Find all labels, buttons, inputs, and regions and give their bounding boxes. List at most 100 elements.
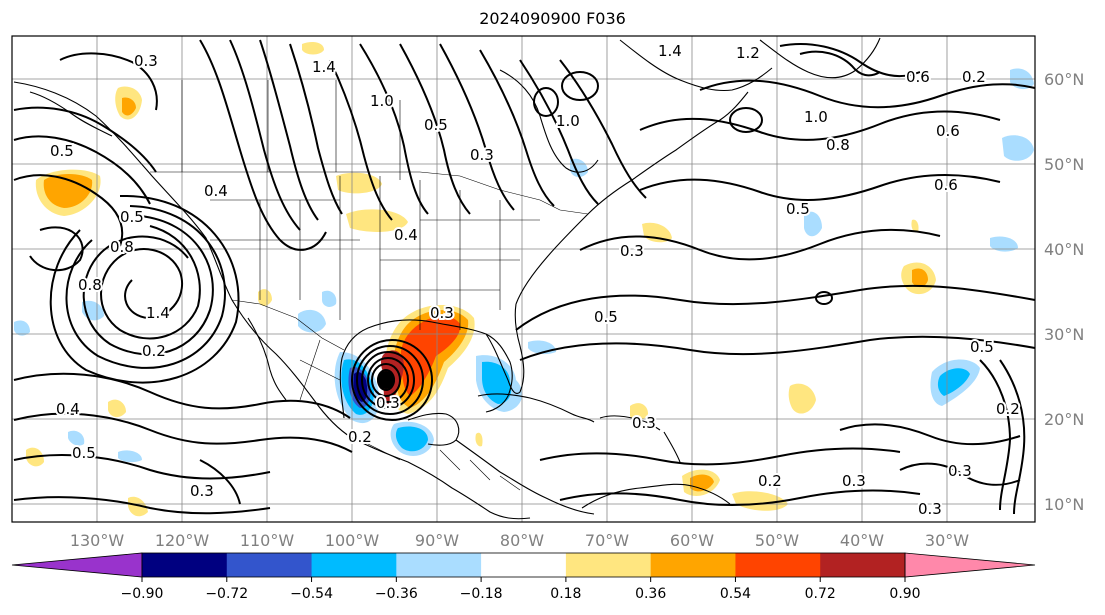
- border-mexico-states: [299, 339, 401, 461]
- colorbar-tick-label: −0.54: [290, 586, 333, 602]
- contour-label: 0.3: [918, 500, 942, 518]
- shade-pos-pac1: [108, 399, 126, 418]
- lat-label: 10°N: [1044, 495, 1084, 514]
- colorbar-tick-label: −0.90: [121, 586, 164, 602]
- shade-pos-se1: [630, 403, 648, 421]
- shade-neg-ne2: [1002, 135, 1034, 161]
- colorbar-segment: [396, 553, 482, 577]
- contour-label: 0.5: [72, 444, 96, 462]
- contour-label: 0.6: [906, 68, 930, 86]
- shade-neg-pac: [14, 320, 30, 336]
- contour-label: 0.3: [632, 414, 656, 432]
- contour-label: 0.8: [110, 238, 134, 256]
- contour-labels: 0.3 1.4 1.0 0.5 1.0 0.3 1.4 1.2 0.6 0.2 …: [48, 40, 1022, 520]
- contour-label: 1.0: [804, 108, 828, 126]
- shade-neg-atl2b: [937, 368, 970, 396]
- coast-hudson: [499, 69, 599, 173]
- lon-label: 130°W: [70, 531, 125, 550]
- shade-neg-atl1: [804, 211, 822, 237]
- contour-label: 0.3: [842, 472, 866, 490]
- contour-label: 0.3: [430, 304, 454, 322]
- border-us-mexico: [231, 299, 345, 351]
- shade-pos-atl3: [788, 383, 816, 414]
- contour-label: 0.6: [934, 176, 958, 194]
- coast-alaska: [29, 91, 113, 137]
- contour-label: 0.4: [56, 400, 80, 418]
- coast-central-america: [455, 439, 595, 515]
- shade-pos-nw1-orange: [43, 174, 93, 208]
- colorbar-tick-label: 0.90: [889, 586, 920, 602]
- shade-neg-campeche: [395, 426, 428, 452]
- contour-label: 0.2: [962, 68, 986, 86]
- contour-label: 0.3: [948, 462, 972, 480]
- lat-label: 20°N: [1044, 410, 1084, 429]
- lon-label: 40°W: [840, 531, 884, 550]
- border-us-states-2: [380, 219, 540, 291]
- lon-label: 60°W: [670, 531, 714, 550]
- shade-pos-pac3: [128, 496, 148, 517]
- colorbar-segment: [650, 553, 736, 577]
- contour-label: 0.4: [204, 182, 228, 200]
- lon-label: 30°W: [925, 531, 969, 550]
- map-frame: [11, 35, 1036, 523]
- colorbar-segment: [481, 553, 567, 577]
- contour-label: 0.3: [134, 52, 158, 70]
- contour-label: 1.2: [736, 44, 760, 62]
- contour-lines: [13, 39, 1036, 515]
- coast-cuba: [477, 393, 595, 423]
- colorbar-segment: [565, 553, 652, 577]
- colorbar-tick-label: −0.18: [460, 586, 503, 602]
- lon-label: 90°W: [415, 531, 459, 550]
- shade-pos-mex: [475, 432, 483, 447]
- contour-label: 0.6: [936, 122, 960, 140]
- coast-yucatan: [407, 412, 460, 446]
- longitude-labels: 130°W 120°W 110°W 100°W 90°W 80°W 70°W 6…: [70, 531, 969, 550]
- border-canada-provinces: [181, 80, 401, 180]
- contour-label: 0.5: [120, 208, 144, 226]
- lon-label: 110°W: [240, 531, 295, 550]
- lat-label: 40°N: [1044, 240, 1084, 259]
- colorbar-tick-label: 0.18: [550, 586, 581, 602]
- contour-label: 0.5: [50, 142, 74, 160]
- coast-hispaniola: [599, 415, 661, 431]
- colorbar-tick-label: −0.36: [375, 586, 418, 602]
- colorbar-segment: [735, 553, 821, 577]
- colorbar-tick-label: 0.36: [635, 586, 666, 602]
- contour-label: 0.3: [470, 146, 494, 164]
- contour-label: 0.8: [78, 276, 102, 294]
- colorbar-segment: [311, 553, 397, 577]
- contour-label: 1.0: [370, 92, 394, 110]
- coast-greenland: [759, 37, 881, 79]
- colorbar-outline: [141, 552, 906, 578]
- shade-neg-florida: [482, 361, 512, 404]
- map-title: 2024090900 F036: [479, 9, 626, 28]
- lat-label: 50°N: [1044, 155, 1084, 174]
- colorbar-segment: [142, 553, 228, 577]
- lat-label: 30°N: [1044, 325, 1084, 344]
- contour-label: 0.2: [348, 428, 372, 446]
- contour-label: 0.3: [376, 394, 400, 412]
- shade-neg-tx2: [322, 290, 337, 307]
- shade-pos-alaska-or: [122, 97, 136, 116]
- shade-neg-ne: [570, 158, 588, 178]
- borders: [150, 80, 589, 491]
- shade-pos-atl2-or: [912, 268, 928, 288]
- contour-label: 1.4: [312, 58, 336, 76]
- coast-florida: [485, 303, 525, 395]
- lon-label: 50°W: [755, 531, 799, 550]
- lon-label: 80°W: [500, 531, 544, 550]
- border-central-america: [439, 449, 521, 491]
- shade-neg-pac5: [118, 450, 142, 463]
- contour-label: 1.4: [658, 42, 682, 60]
- contour-label: 0.5: [786, 200, 810, 218]
- colorbar-segment: [226, 553, 313, 577]
- contour-label: 0.5: [594, 308, 618, 326]
- colorbar: −0.90 −0.72 −0.54 −0.36 −0.18 0.18 0.36 0.54 0.7…: [11, 552, 1036, 602]
- contour-label: 0.5: [970, 338, 994, 356]
- shade-pos-plains: [346, 209, 408, 232]
- contour-label: 0.5: [424, 116, 448, 134]
- contour-label: 0.3: [620, 242, 644, 260]
- contour-label: 1.4: [146, 304, 170, 322]
- shade-pos-sw: [258, 289, 272, 306]
